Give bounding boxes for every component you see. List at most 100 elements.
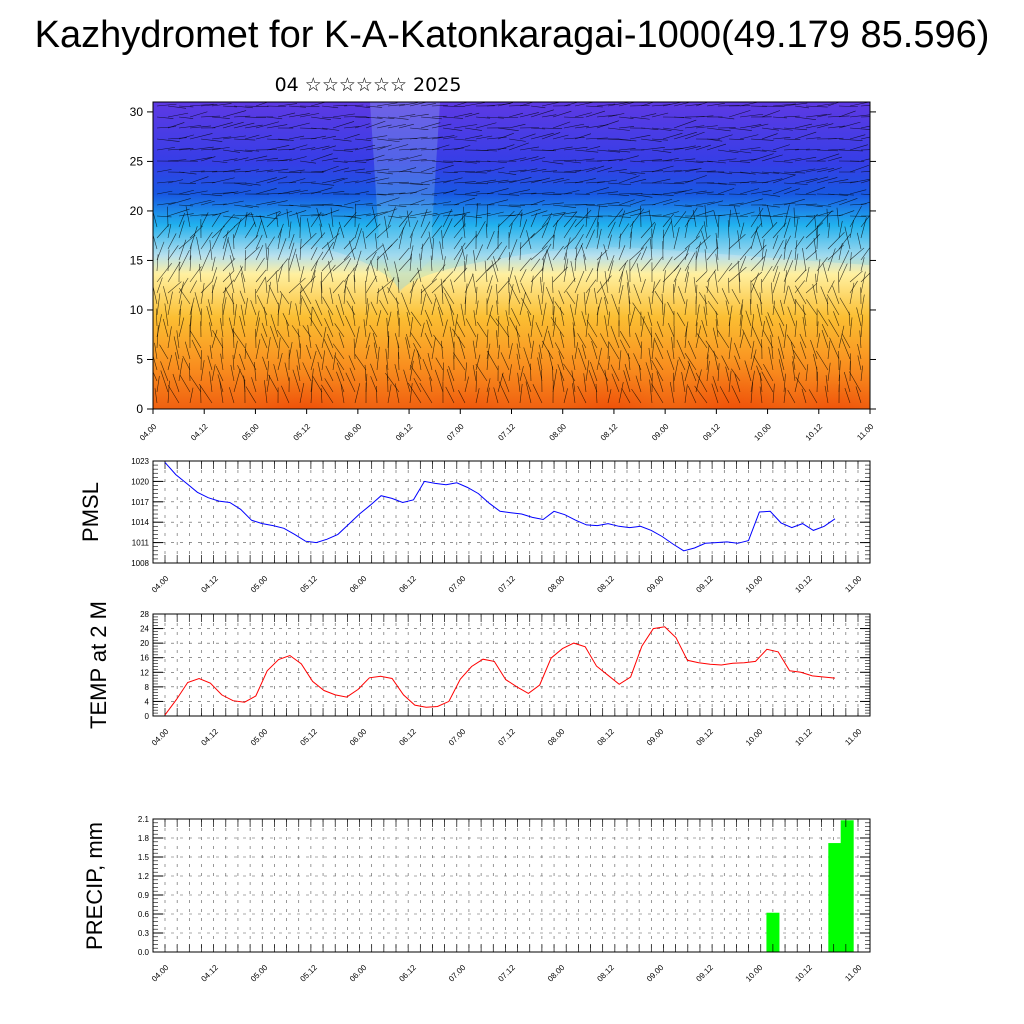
wind-barb	[244, 182, 261, 186]
wind-barb	[221, 337, 224, 360]
wind-barb	[768, 346, 774, 371]
wind-barb	[255, 200, 276, 206]
wind-barb	[783, 127, 807, 131]
wind-barb	[563, 218, 577, 239]
wind-barb	[387, 204, 407, 208]
wind-barb	[772, 174, 796, 184]
wind-barb	[552, 266, 568, 283]
wind-barb	[519, 146, 540, 151]
wind-barb	[472, 364, 477, 382]
y-tick-label: 8	[145, 683, 150, 692]
wind-barb	[650, 327, 653, 349]
wind-barb	[382, 243, 389, 261]
wind-barb	[849, 206, 862, 228]
wind-barb	[431, 210, 453, 217]
wind-barb	[156, 277, 163, 294]
wind-barb	[211, 116, 230, 119]
wind-barb	[552, 204, 577, 209]
wind-barb	[541, 216, 551, 239]
wind-barb	[365, 251, 377, 272]
wind-barb	[376, 385, 378, 404]
wind-barb	[827, 193, 849, 196]
wind-barb	[701, 230, 708, 250]
wind-barb	[827, 167, 842, 173]
wind-barb	[832, 285, 840, 305]
wind-barb	[706, 143, 727, 151]
wind-barb	[464, 160, 480, 163]
wind-barb	[167, 179, 184, 184]
wind-barb	[684, 207, 698, 228]
wind-barb	[277, 182, 297, 184]
wind-barb	[167, 326, 172, 349]
wind-barb	[266, 211, 282, 228]
wind-barb	[563, 160, 582, 164]
wind-barb	[442, 271, 454, 283]
wind-barb	[772, 202, 796, 206]
wind-barb	[299, 147, 316, 151]
wind-barb	[250, 212, 257, 228]
wind-barb	[778, 359, 785, 382]
wind-barb	[343, 133, 360, 140]
wind-barb	[206, 305, 213, 327]
wind-barb	[353, 274, 356, 294]
wind-barb	[431, 225, 443, 239]
wind-barb	[312, 375, 323, 393]
wind-barb	[706, 354, 709, 371]
x-tick-label: 11.00	[843, 574, 863, 594]
wind-barb	[841, 333, 851, 349]
wind-barb	[585, 313, 589, 338]
wind-barb	[596, 201, 620, 206]
wind-barb	[167, 354, 173, 371]
wind-barb	[299, 160, 317, 164]
wind-barb	[651, 112, 669, 118]
temp-series-line	[164, 626, 836, 716]
wind-barb	[519, 383, 523, 404]
wind-barb	[244, 149, 260, 152]
wind-barb	[332, 177, 348, 184]
wind-barb	[211, 160, 228, 163]
wind-barb	[585, 268, 594, 283]
wind-barb	[618, 126, 635, 129]
wind-barb	[410, 311, 422, 327]
wind-barb	[321, 350, 326, 371]
wind-barb	[629, 199, 646, 206]
wind-barb	[574, 133, 592, 140]
wind-barb	[706, 182, 727, 185]
wind-barb	[519, 233, 535, 250]
wind-barb	[604, 315, 609, 338]
y-tick-label: 1.2	[138, 872, 150, 881]
wind-barb	[464, 191, 480, 195]
wind-barb	[563, 237, 576, 250]
temp-y-label: TEMP at 2 M	[86, 601, 111, 729]
wind-barb	[475, 160, 491, 162]
wind-barb	[739, 134, 759, 140]
wind-barb	[178, 125, 202, 129]
wind-barb	[728, 160, 751, 163]
wind-barb	[849, 280, 858, 294]
wind-barb	[563, 116, 584, 119]
wind-barb	[618, 285, 624, 305]
wind-barb	[453, 249, 464, 272]
wind-barb	[596, 191, 619, 195]
wind-barb	[422, 358, 433, 382]
wind-barb	[473, 310, 477, 327]
wind-barb	[713, 350, 719, 371]
wind-barb	[277, 112, 296, 118]
wind-barb	[266, 138, 289, 141]
wind-barb	[420, 136, 443, 140]
chart-title: Kazhydromet for K-A-Katonkaragai-1000(49…	[34, 14, 990, 56]
wind-barb	[673, 248, 688, 261]
wind-barb	[795, 376, 807, 393]
wind-barb	[827, 222, 831, 239]
wind-barb	[779, 323, 785, 338]
wind-barb	[189, 213, 209, 217]
wind-barb	[717, 216, 720, 239]
wind-barb	[783, 182, 808, 185]
wind-barb	[233, 149, 253, 153]
wind-barb	[420, 166, 435, 173]
precip-bar	[840, 820, 854, 952]
wind-barb	[750, 171, 769, 175]
wind-barb	[486, 241, 503, 261]
wind-barb	[519, 242, 522, 261]
wind-barb	[783, 157, 802, 162]
